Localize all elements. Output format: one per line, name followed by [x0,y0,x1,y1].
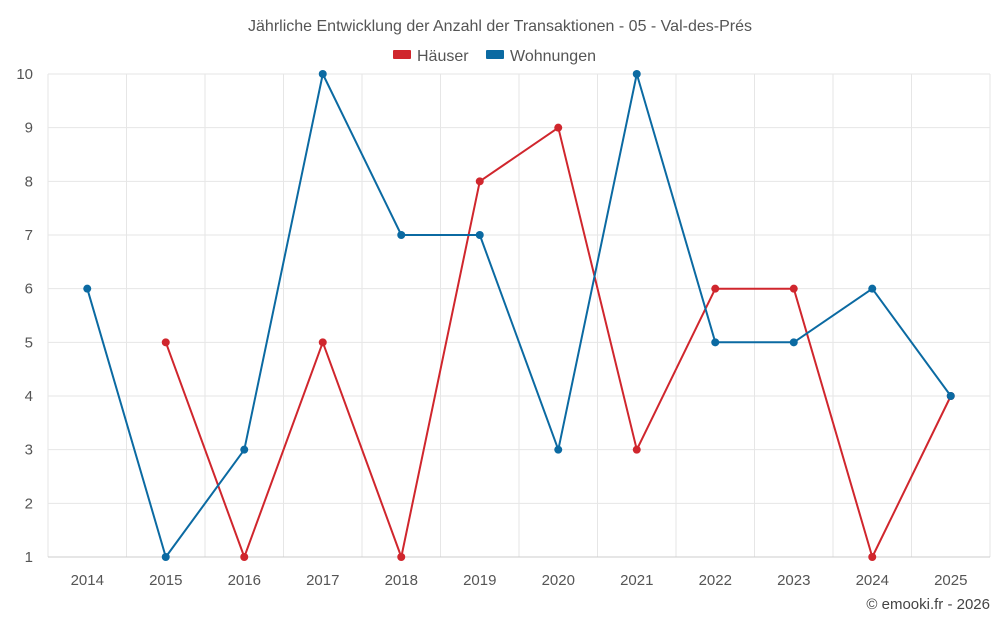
data-point[interactable] [318,70,327,78]
data-point[interactable] [83,284,92,293]
data-point[interactable] [161,553,170,561]
x-tick-label: 2016 [228,572,261,589]
x-tick-label: 2021 [620,572,653,589]
legend-label: Wohnungen [510,48,596,65]
data-point[interactable] [868,553,877,561]
x-tick-label: 2018 [385,572,418,589]
data-point[interactable] [397,231,406,239]
data-point[interactable] [946,392,955,400]
data-point[interactable] [868,284,877,293]
legend-item-1[interactable]: Wohnungen [486,48,596,65]
chart-title: Jährliche Entwicklung der Anzahl der Tra… [248,18,752,35]
x-tick-label: 2017 [306,572,339,589]
grid [47,73,991,557]
legend-swatch [393,50,411,59]
y-tick-label: 2 [25,495,33,512]
data-point[interactable] [240,553,249,561]
x-tick-label: 2022 [699,572,732,589]
x-tick-label: 2024 [856,572,889,589]
y-tick-label: 6 [25,281,33,298]
data-point[interactable] [789,284,798,293]
data-point[interactable] [554,123,563,132]
data-point[interactable] [475,177,484,186]
series-line [86,73,952,558]
y-axis: 1 2 3 4 5 6 7 8 9 10 [16,66,33,566]
x-tick-label: 2020 [542,572,575,589]
y-tick-label: 1 [25,549,33,566]
data-point[interactable] [240,445,249,454]
x-tick-label: 2014 [71,572,104,589]
data-point[interactable] [161,338,170,347]
y-tick-label: 10 [16,66,33,83]
legend-swatch [486,50,504,59]
legend-label: Häuser [417,48,469,65]
x-tick-label: 2023 [777,572,810,589]
data-point[interactable] [397,553,406,561]
x-axis: 2014 2015 2016 2017 2018 2019 2020 2021 2022 2023… [48,556,990,589]
data-point[interactable] [475,231,484,239]
data-point[interactable] [318,338,327,347]
data-point[interactable] [789,338,798,347]
series-1 [83,70,955,561]
data-point[interactable] [711,338,720,347]
y-tick-label: 5 [25,334,33,351]
x-tick-label: 2019 [463,572,496,589]
data-point[interactable] [632,445,641,454]
y-tick-label: 9 [25,120,33,137]
y-tick-label: 4 [25,388,33,405]
data-point[interactable] [554,445,563,454]
data-point[interactable] [711,284,720,293]
series-layer [83,70,955,561]
legend[interactable]: Häuser Wohnungen [393,48,596,65]
y-tick-label: 3 [25,442,33,459]
y-tick-label: 7 [25,227,33,244]
y-tick-label: 8 [25,173,33,190]
credit-text: © emooki.fr - 2026 [866,596,990,613]
x-tick-label: 2025 [934,572,967,589]
legend-item-0[interactable]: Häuser [393,48,469,65]
x-tick-label: 2015 [149,572,182,589]
data-point[interactable] [632,70,641,78]
